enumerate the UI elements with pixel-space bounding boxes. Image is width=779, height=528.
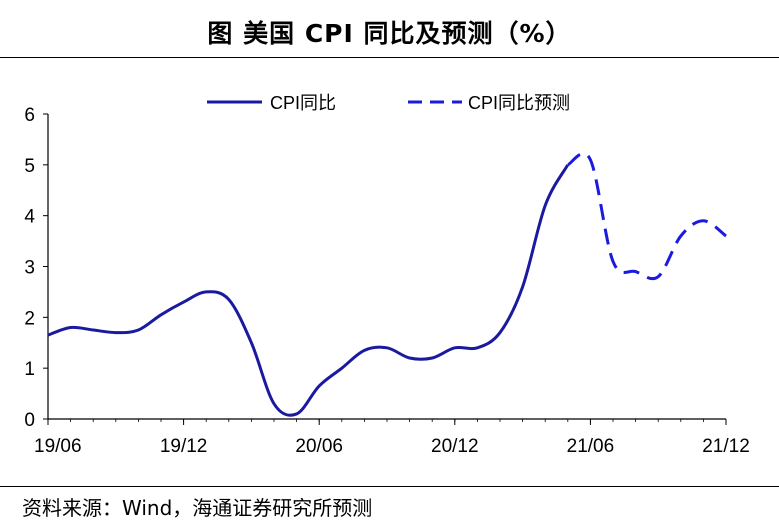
- chart-title: 图 美国 CPI 同比及预测（%）: [207, 19, 572, 48]
- y-tick-label: 1: [24, 359, 35, 380]
- series-line-actual: [47, 164, 570, 417]
- y-tick-label: 6: [24, 105, 35, 126]
- x-tick-label: 19/06: [34, 436, 82, 457]
- bottom-rule: [0, 486, 779, 487]
- y-tick-label: 5: [24, 156, 35, 177]
- legend: CPI同比 CPI同比预测: [207, 93, 570, 113]
- x-tick-label: 20/12: [431, 436, 479, 457]
- x-tick-label: 21/06: [567, 436, 615, 457]
- x-tick-label: 20/06: [295, 436, 343, 457]
- y-tick-label: 4: [24, 207, 35, 228]
- y-tick-label: 2: [24, 308, 35, 329]
- x-tick-label: 21/12: [702, 436, 750, 457]
- cpi-chart: 0 1 2 3 4 5 6 19/06 19/12 20/06 20/12 21/06 21/12 CP…: [24, 93, 749, 457]
- legend-label: CPI同比预测: [468, 93, 570, 113]
- legend-label: CPI同比: [270, 93, 336, 113]
- top-rule: [0, 57, 779, 58]
- y-tick-label: 3: [24, 258, 35, 279]
- axes: 0 1 2 3 4 5 6 19/06 19/12 20/06 20/12 21/06 21/12: [24, 105, 749, 457]
- title-area: 图 美国 CPI 同比及预测（%）: [0, 0, 779, 56]
- y-tick-label: 0: [24, 410, 35, 431]
- x-tick-label: 19/12: [160, 436, 208, 457]
- source-note: 资料来源：Wind，海通证券研究所预测: [22, 496, 373, 520]
- series-layer: [47, 152, 727, 417]
- series-line-forecast: [566, 152, 727, 281]
